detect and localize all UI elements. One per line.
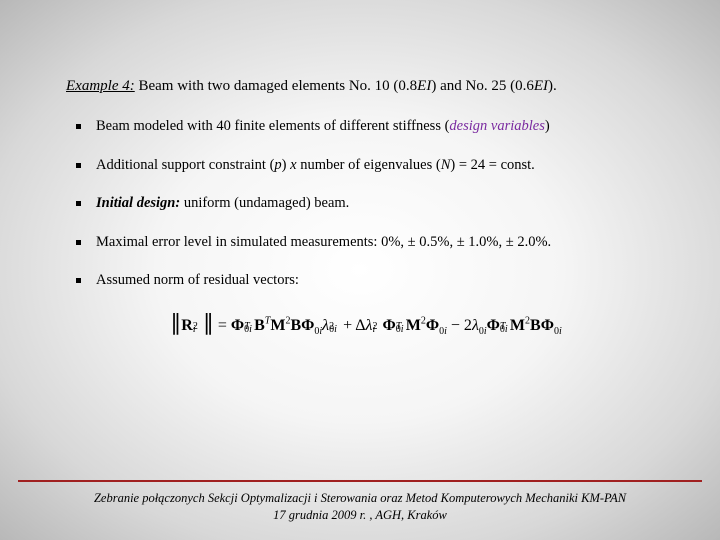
list-item: Initial design: uniform (undamaged) beam… (76, 194, 666, 214)
B1: B (254, 317, 265, 334)
b2-d: ) = 24 = const. (450, 157, 534, 173)
formula: ∥R2i∥ = ΦT0iBTM2BΦ0iλ20i + Δλ2iΦT0iM2Φ0i… (66, 310, 666, 337)
example-label: Example 4: (66, 78, 135, 94)
ei-2: EI (534, 78, 548, 94)
b1-text-a: Beam modeled with 40 finite elements of … (96, 118, 449, 134)
b2-a: Additional support constraint ( (96, 157, 274, 173)
var-N: N (441, 157, 451, 173)
M1: M (270, 317, 285, 334)
b2-b: ) (282, 157, 290, 173)
phi1: Φ (231, 317, 244, 334)
lam3: λ (472, 317, 479, 334)
b5-text: Assumed norm of residual vectors: (96, 272, 299, 288)
footer-line-1: Zebranie połączonych Sekcji Optymalizacj… (0, 490, 720, 507)
footer: Zebranie połączonych Sekcji Optymalizacj… (0, 490, 720, 524)
eq: = (214, 317, 231, 334)
bullet-list: Beam modeled with 40 finite elements of … (66, 117, 666, 291)
example-text-3: ). (548, 78, 557, 94)
B3: B (530, 317, 541, 334)
design-variables: design variables (449, 118, 544, 134)
M3: M (510, 317, 525, 334)
example-heading: Example 4: Beam with two damaged element… (66, 78, 666, 95)
plus: + Δ (339, 317, 365, 334)
b4-text: Maximal error level in simulated measure… (96, 234, 551, 250)
example-text-1: Beam with two damaged elements No. 10 (0… (138, 78, 417, 94)
phi4: Φ (426, 317, 439, 334)
ei-1: EI (417, 78, 431, 94)
b2-c: number of eigenvalues ( (297, 157, 441, 173)
M2: M (406, 317, 421, 334)
norm-open: ∥ (170, 310, 181, 335)
list-item: Additional support constraint (p) x numb… (76, 156, 666, 176)
divider-rule (18, 480, 702, 482)
norm-close: ∥ (203, 310, 214, 335)
B2: B (290, 317, 301, 334)
b1-text-b: ) (545, 118, 550, 134)
minus: − 2 (447, 317, 472, 334)
example-text-2: ) and No. 25 (0.6 (431, 78, 533, 94)
phi6: Φ (541, 317, 554, 334)
list-item: Maximal error level in simulated measure… (76, 233, 666, 253)
footer-line-2: 17 grudnia 2009 r. , AGH, Kraków (0, 507, 720, 524)
lam1: λ (322, 317, 329, 334)
phi3: Φ (382, 317, 395, 334)
var-p: p (274, 157, 281, 173)
R: R (181, 317, 193, 334)
phi5: Φ (487, 317, 500, 334)
initial-design-label: Initial design: (96, 195, 180, 211)
phi2: Φ (301, 317, 314, 334)
list-item: Assumed norm of residual vectors: (76, 271, 666, 291)
slide-content: Example 4: Beam with two damaged element… (0, 0, 720, 337)
b3-b: uniform (undamaged) beam. (180, 195, 349, 211)
lam2: λ (366, 317, 373, 334)
list-item: Beam modeled with 40 finite elements of … (76, 117, 666, 137)
